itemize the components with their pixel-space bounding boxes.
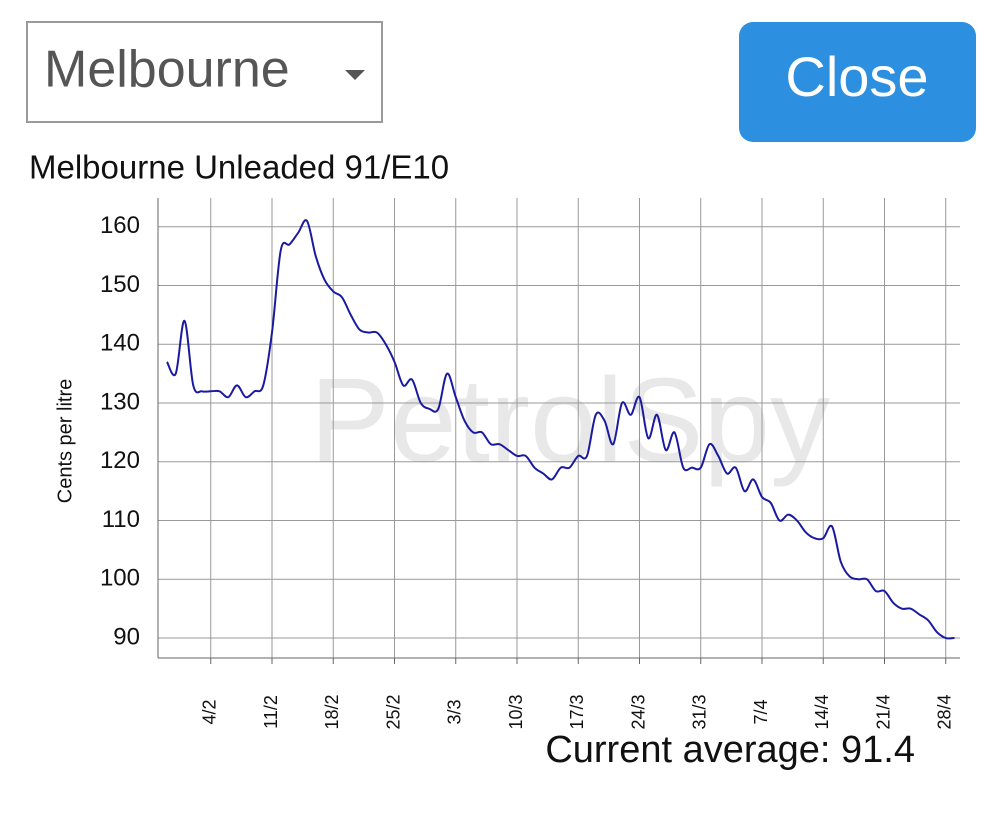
x-tick-label: 7/4 [751, 699, 771, 724]
y-axis-label: Cents per litre [54, 379, 76, 504]
city-dropdown[interactable] [26, 21, 383, 123]
plot: 90 100 110 120 130 140 150 160 4/2 11/2 18/2 25/2 3/… [100, 198, 960, 730]
x-tick-label: 14/4 [812, 694, 832, 729]
x-tick-label: 11/2 [261, 695, 281, 729]
x-tick-label: 31/3 [690, 694, 710, 729]
y-tick-label: 110 [102, 506, 140, 533]
dropdown-label: Melbourne [44, 41, 290, 99]
chart-title: Melbourne Unleaded 91/E10 [29, 149, 449, 186]
y-tick-label: 120 [100, 447, 140, 474]
watermark: PetrolSpy [310, 354, 830, 488]
x-tick-label: 28/4 [935, 694, 955, 729]
y-tick-label: 150 [100, 271, 140, 298]
x-tick-label: 24/3 [628, 694, 648, 729]
close-button[interactable] [739, 22, 976, 142]
price-line [166, 219, 955, 640]
x-tick-label: 21/4 [873, 694, 893, 729]
y-tick-label: 100 [100, 565, 140, 592]
y-tick-label: 130 [100, 388, 140, 415]
x-tick-label: 25/2 [383, 694, 403, 729]
x-tick-label: 18/2 [322, 694, 342, 729]
current-average: Current average: 91.4 [545, 729, 915, 771]
y-tick-label: 140 [100, 330, 140, 357]
dropdown-caret [345, 70, 365, 80]
x-tick-label: 4/2 [200, 699, 220, 724]
x-tick-label: 10/3 [506, 694, 526, 729]
x-tick-label: 17/3 [567, 694, 587, 729]
y-tick-label: 90 [113, 623, 140, 650]
close-button-label: Close [785, 45, 928, 108]
x-tick-label: 3/3 [445, 699, 465, 724]
y-tick-label: 160 [100, 212, 140, 239]
